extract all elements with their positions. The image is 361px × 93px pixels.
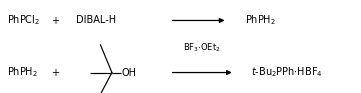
Text: $t$-Bu$_2$PPh$\cdot$HBF$_4$: $t$-Bu$_2$PPh$\cdot$HBF$_4$ [251, 66, 323, 79]
Text: PhPCl$_2$: PhPCl$_2$ [7, 14, 40, 27]
Text: DIBAL-H: DIBAL-H [76, 15, 116, 25]
Text: $+$: $+$ [51, 15, 61, 26]
Text: OH: OH [122, 68, 137, 78]
Text: PhPH$_2$: PhPH$_2$ [245, 14, 277, 27]
Text: PhPH$_2$: PhPH$_2$ [7, 66, 38, 79]
Text: BF$_3$$\cdot$OEt$_2$: BF$_3$$\cdot$OEt$_2$ [183, 41, 221, 54]
Text: $+$: $+$ [51, 67, 61, 78]
